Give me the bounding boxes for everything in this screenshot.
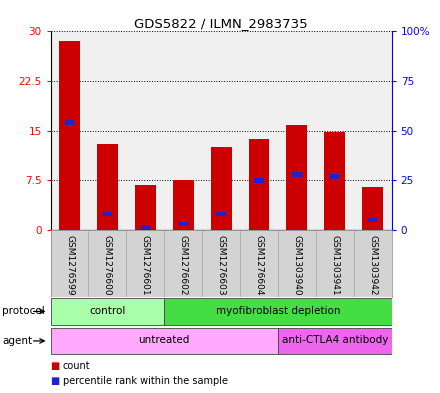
- Text: GSM1303940: GSM1303940: [292, 235, 301, 296]
- Bar: [164, 298, 392, 325]
- Text: GSM1276599: GSM1276599: [65, 235, 74, 296]
- Text: myofibroblast depletion: myofibroblast depletion: [216, 306, 340, 316]
- Bar: [164, 230, 202, 297]
- Bar: [286, 125, 307, 230]
- Bar: [330, 174, 339, 179]
- Bar: [51, 298, 164, 325]
- Text: percentile rank within the sample: percentile rank within the sample: [63, 376, 228, 386]
- Bar: [362, 187, 383, 230]
- Text: count: count: [63, 361, 91, 371]
- Text: agent: agent: [2, 336, 32, 346]
- Text: protocol: protocol: [2, 307, 45, 316]
- Bar: [368, 218, 378, 222]
- Bar: [324, 132, 345, 230]
- Text: ■: ■: [51, 376, 60, 386]
- Bar: [97, 144, 118, 230]
- Text: GSM1276603: GSM1276603: [216, 235, 226, 296]
- Bar: [135, 185, 156, 230]
- Text: untreated: untreated: [139, 335, 190, 345]
- Bar: [126, 230, 164, 297]
- Bar: [51, 328, 278, 354]
- Bar: [88, 230, 126, 297]
- Text: GSM1303942: GSM1303942: [368, 235, 377, 296]
- Bar: [173, 180, 194, 230]
- Bar: [240, 230, 278, 297]
- Text: GSM1303941: GSM1303941: [330, 235, 339, 296]
- Bar: [179, 222, 188, 226]
- Text: GSM1276601: GSM1276601: [141, 235, 150, 296]
- Bar: [354, 230, 392, 297]
- Text: control: control: [89, 306, 126, 316]
- Bar: [211, 147, 231, 230]
- Bar: [202, 230, 240, 297]
- Bar: [316, 230, 354, 297]
- Bar: [292, 172, 301, 176]
- Text: GSM1276602: GSM1276602: [179, 235, 188, 296]
- Bar: [103, 212, 112, 216]
- Bar: [254, 178, 264, 183]
- Bar: [59, 41, 80, 230]
- Text: anti-CTLA4 antibody: anti-CTLA4 antibody: [282, 335, 388, 345]
- Title: GDS5822 / ILMN_2983735: GDS5822 / ILMN_2983735: [134, 17, 308, 30]
- Bar: [216, 212, 226, 216]
- Bar: [249, 139, 269, 230]
- Bar: [278, 328, 392, 354]
- Bar: [278, 230, 316, 297]
- Bar: [141, 225, 150, 230]
- Text: ■: ■: [51, 361, 60, 371]
- Bar: [51, 230, 88, 297]
- Text: GSM1276600: GSM1276600: [103, 235, 112, 296]
- Text: GSM1276604: GSM1276604: [254, 235, 264, 296]
- Bar: [65, 120, 74, 125]
